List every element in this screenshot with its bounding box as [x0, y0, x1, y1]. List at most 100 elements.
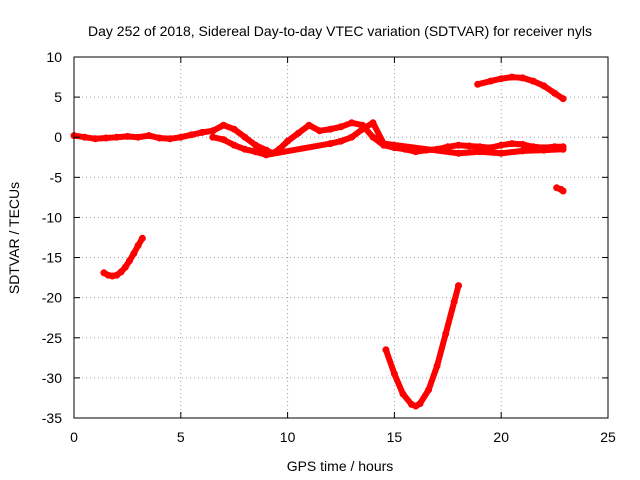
- chart-title: Day 252 of 2018, Sidereal Day-to-day VTE…: [88, 23, 592, 39]
- plot-frame: [73, 56, 609, 419]
- data-point: [425, 386, 433, 394]
- y-axis-title: SDTVAR / TECUs: [6, 182, 22, 294]
- data-point: [382, 346, 390, 354]
- data-point: [508, 73, 516, 81]
- data-point: [476, 143, 484, 151]
- axis-ticks: 0 5 10 15 20 25 10 5 0 -5 -10 -15 -20 -25 -30 -35: [42, 49, 616, 445]
- series-main-band: [70, 119, 567, 157]
- y-tick-label: -35: [42, 410, 62, 426]
- data-point: [455, 141, 462, 149]
- y-tick-label: -20: [42, 290, 62, 306]
- data-point: [188, 131, 195, 139]
- y-tick-label: -5: [50, 169, 63, 185]
- data-point: [284, 137, 292, 145]
- data-point: [369, 133, 377, 141]
- data-point: [416, 400, 424, 408]
- y-tick-label: -30: [42, 370, 62, 386]
- data-point: [230, 141, 238, 149]
- data-point: [209, 127, 217, 135]
- x-tick-label: 5: [177, 429, 185, 445]
- data-point: [559, 145, 567, 153]
- data-point: [487, 77, 494, 85]
- x-tick-label: 20: [493, 429, 509, 445]
- data-point: [497, 141, 505, 149]
- data-point: [102, 134, 110, 142]
- data-point: [220, 121, 227, 129]
- data-point: [529, 77, 537, 85]
- data-point: [252, 148, 260, 156]
- data-point: [337, 137, 345, 145]
- x-axis-title: GPS time / hours: [287, 458, 394, 474]
- data-point: [455, 149, 462, 157]
- x-tick-label: 25: [600, 429, 616, 445]
- series-line: [382, 282, 462, 409]
- data-point: [230, 125, 238, 133]
- data-point: [540, 82, 548, 90]
- data-point: [369, 119, 377, 127]
- series-isolated-segment: [553, 184, 567, 195]
- x-tick-label: 15: [387, 429, 403, 445]
- x-tick-label: 10: [280, 429, 296, 445]
- data-point: [476, 148, 484, 156]
- data-point: [113, 133, 121, 141]
- data-point: [121, 263, 129, 271]
- data-point: [474, 80, 482, 88]
- data-point: [497, 75, 505, 83]
- y-tick-label: -15: [42, 250, 62, 266]
- data-point: [348, 119, 356, 127]
- series-secondary-band: [209, 119, 567, 159]
- y-tick-label: 0: [54, 129, 62, 145]
- data-point: [177, 133, 185, 141]
- y-tick-label: 5: [54, 89, 62, 105]
- data-point: [138, 234, 146, 242]
- data-point: [145, 132, 153, 140]
- data-point: [358, 125, 366, 133]
- data-point: [519, 140, 527, 148]
- data-point: [262, 151, 270, 159]
- y-tick-label: 10: [46, 49, 62, 65]
- data-point: [166, 135, 174, 143]
- data-point: [126, 257, 133, 265]
- data-point: [337, 123, 345, 131]
- data-point: [130, 250, 138, 257]
- data-point: [455, 282, 462, 290]
- data-point: [209, 133, 217, 141]
- data-point: [444, 143, 452, 151]
- data-point: [91, 135, 99, 143]
- data-point: [198, 128, 206, 136]
- data-point: [134, 242, 142, 249]
- data-point: [540, 146, 548, 154]
- data-point: [508, 140, 516, 148]
- grid-lines: [74, 57, 608, 418]
- data-point: [155, 134, 163, 142]
- data-point: [134, 133, 142, 141]
- data-point: [123, 132, 131, 140]
- data-point: [519, 147, 527, 155]
- data-point: [551, 89, 559, 97]
- data-point: [380, 140, 388, 148]
- y-tick-label: -25: [42, 330, 62, 346]
- data-point: [559, 95, 567, 103]
- data-point: [241, 133, 249, 141]
- data-point: [326, 125, 334, 133]
- data-point: [390, 370, 398, 378]
- data-point: [399, 390, 407, 398]
- data-point: [433, 362, 441, 370]
- data-point: [252, 141, 260, 149]
- data-point: [305, 121, 313, 129]
- data-point: [497, 149, 505, 157]
- data-point: [316, 127, 324, 135]
- series-early-arc: [100, 234, 146, 280]
- data-point: [559, 187, 567, 195]
- data-point: [81, 133, 89, 141]
- data-point: [294, 129, 302, 137]
- data-point: [220, 136, 227, 144]
- data-point: [241, 145, 249, 153]
- data-point: [465, 142, 473, 150]
- data-point: [519, 74, 527, 82]
- data-point: [326, 140, 334, 148]
- data-point: [450, 298, 458, 306]
- data-point: [442, 330, 450, 338]
- x-tick-label: 0: [70, 429, 78, 445]
